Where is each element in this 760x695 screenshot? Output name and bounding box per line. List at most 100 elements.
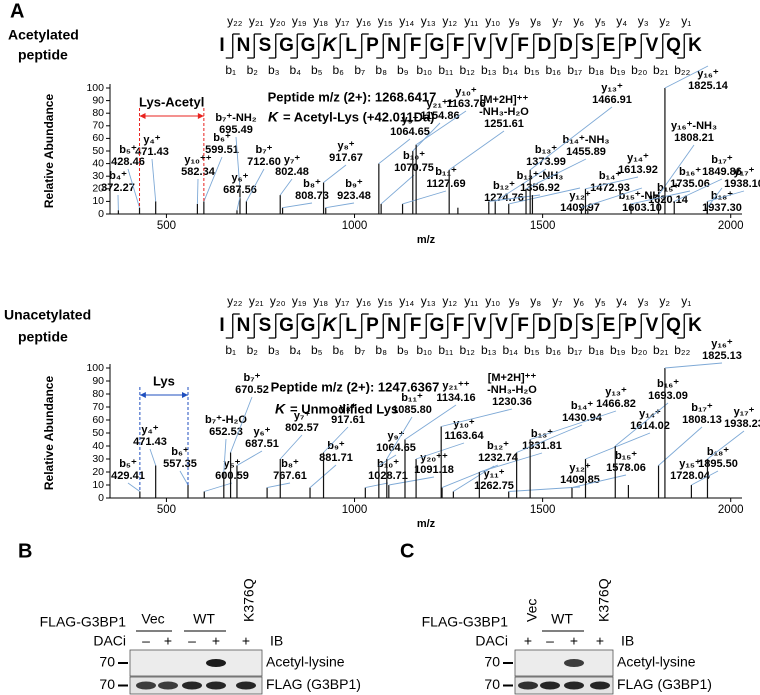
y-tick-label: 100 <box>86 82 104 94</box>
mass-label: 1825.14 <box>688 80 729 92</box>
residue: D <box>559 35 573 56</box>
x-tick-label: 2000 <box>718 504 744 516</box>
b-ion-label: b₇ <box>354 63 365 77</box>
mass-label: 1613.92 <box>618 164 658 176</box>
y-tick-label: 70 <box>92 401 104 413</box>
ion-label: y₉⁺ <box>402 114 419 126</box>
residue: N <box>387 315 401 336</box>
ladder-bracket <box>397 313 412 339</box>
leader-line <box>223 438 227 473</box>
ladder-bracket <box>634 33 649 59</box>
residue: V <box>474 35 487 56</box>
ladder-bracket <box>333 313 348 339</box>
ion-label: b₅⁺ <box>119 144 137 156</box>
y-ion-label: y₂ <box>659 14 670 28</box>
ladder-bracket <box>526 33 541 59</box>
mass-label: 1808.21 <box>674 132 714 144</box>
leader-line <box>380 174 415 205</box>
ion-label: b₁₂⁺ <box>487 440 509 452</box>
leader-line <box>441 408 513 427</box>
mass-label: 1331.81 <box>522 440 562 452</box>
mass-label: 1070.75 <box>394 162 434 174</box>
band <box>590 681 610 690</box>
residue: L <box>345 315 357 336</box>
y-ion-label: y₁₉ <box>292 294 307 308</box>
ion-label: b₉⁺ <box>345 178 363 190</box>
leader-line <box>404 404 457 440</box>
size-marker: 70 <box>99 654 115 670</box>
b-ion-label: b₁₇ <box>567 63 582 77</box>
ladder-bracket <box>569 33 584 59</box>
ion-label: b₁₃⁺-NH₃ <box>517 170 564 182</box>
residue: V <box>495 35 508 56</box>
leader-line <box>236 450 263 466</box>
b-ion-label: b₁₂ <box>460 63 476 77</box>
b-ion-label: b₂₂ <box>674 343 690 357</box>
ladder-bracket <box>677 313 692 339</box>
mass-label: 1472.93 <box>590 182 630 194</box>
ib-label: IB <box>621 633 634 649</box>
ion-label: b₁₄⁺ <box>571 400 594 412</box>
leader-line <box>508 187 581 205</box>
ion-label: y₂₀⁺⁺ <box>420 452 448 464</box>
leader-line <box>529 106 613 171</box>
y-ion-label: y₁₀ <box>485 294 500 308</box>
y-ion-label: y₁ <box>681 294 691 308</box>
residue: G <box>279 35 294 56</box>
leader-line <box>525 158 587 190</box>
ladder-bracket <box>225 33 240 59</box>
mass-label: 1028.71 <box>368 470 408 482</box>
sample-label: peptide <box>18 329 68 345</box>
ladder-bracket <box>505 313 520 339</box>
ion-label: b₁₁⁺ <box>401 392 423 404</box>
ladder-bracket <box>440 313 455 339</box>
y-tick-label: 60 <box>92 132 104 144</box>
y-ion-label: y₁₂ <box>442 294 457 308</box>
y-tick-label: 50 <box>92 145 104 157</box>
x-axis-label: m/z <box>417 518 436 530</box>
band <box>518 681 538 690</box>
ladder-bracket <box>655 33 670 59</box>
y-tick-label: 0 <box>98 492 104 504</box>
mass-label: 1614.02 <box>630 420 670 432</box>
ion-label: y₁₅⁺ <box>679 458 701 470</box>
ion-label: y₁₇⁺ <box>734 406 755 418</box>
leader-line <box>149 448 157 466</box>
b-ion-label: b₁₁ <box>438 63 453 77</box>
blot <box>129 649 263 677</box>
ladder-bracket <box>354 33 369 59</box>
mass-label: 695.49 <box>219 124 253 136</box>
b-ion-label: b₆ <box>332 343 344 357</box>
mass-label: 687.51 <box>245 438 279 450</box>
mass-label: 917.67 <box>329 152 363 164</box>
mass-label: 1825.13 <box>702 350 742 362</box>
leader-line <box>151 158 157 202</box>
residue: N <box>237 315 251 336</box>
b-ion-label: b₅ <box>311 63 323 77</box>
band <box>136 681 156 690</box>
leader-line <box>388 476 435 486</box>
leader-line <box>203 156 223 202</box>
y-ion-label: y₁₃ <box>421 14 436 28</box>
ladder-bracket <box>333 33 348 59</box>
ion-label: b₁₂⁺ <box>493 180 515 192</box>
ion-label: b₇⁺ <box>256 144 273 156</box>
mass-label: 1937.30 <box>702 202 742 214</box>
ion-label: b₄⁺ <box>109 170 127 182</box>
leader-line <box>323 164 347 183</box>
treatment-sign: – <box>546 633 554 649</box>
y-tick-label: 50 <box>92 427 104 439</box>
ion-label: b₁₀⁺ <box>403 150 425 162</box>
mass-label: 557.35 <box>163 458 197 470</box>
mass-label: 670.52 <box>235 384 269 396</box>
y-ion-label: y₄ <box>616 294 627 308</box>
residue: K <box>688 35 702 56</box>
mod-symbol: K <box>275 401 286 417</box>
mass-label: 1127.69 <box>426 178 465 190</box>
b-ion-label: b₃ <box>268 343 280 357</box>
span-label: Lys <box>153 373 175 388</box>
x-tick-label: 1000 <box>342 504 368 516</box>
leader-line <box>453 465 495 492</box>
y-ion-label: y₈ <box>530 14 541 28</box>
b-ion-label: b₅ <box>311 343 323 357</box>
